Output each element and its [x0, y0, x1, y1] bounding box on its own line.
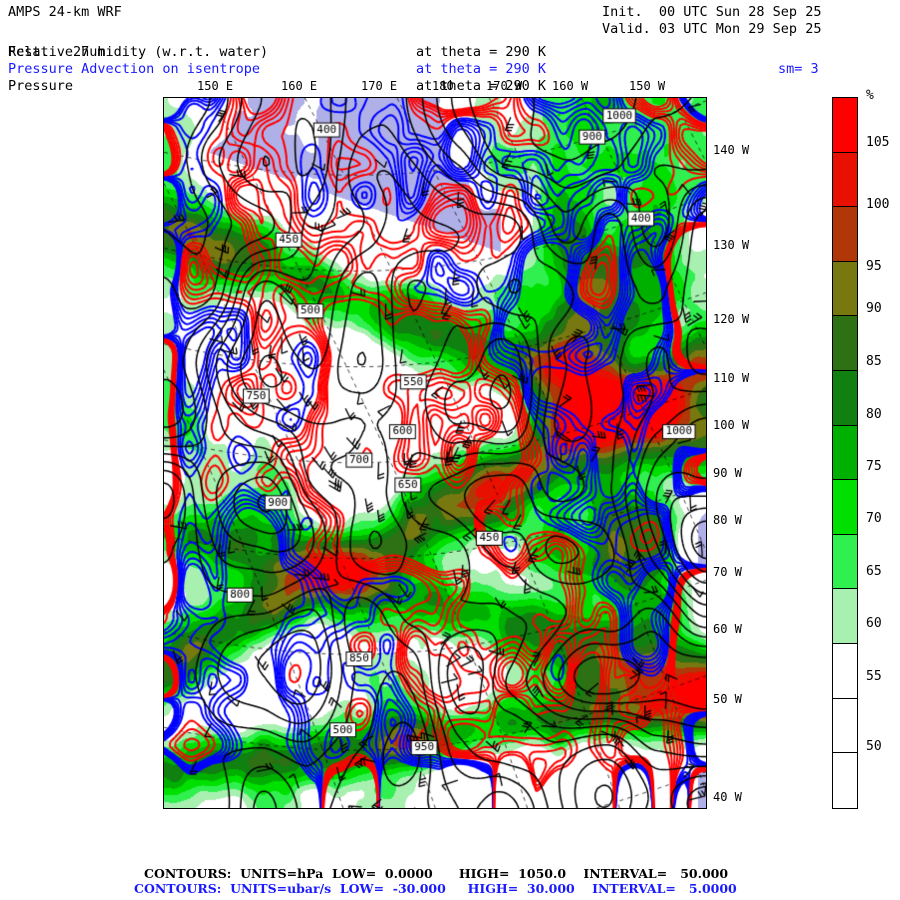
contour-info-pressure: CONTOURS: UNITS=hPa LOW= 0.0000 HIGH= 10…	[144, 866, 729, 881]
map-top-axis-label-5: 160 W	[552, 79, 589, 93]
map-right-axis-label-2: 120 W	[713, 312, 750, 326]
colorbar-segment-105-110	[833, 152, 857, 208]
valid-time: Valid. 03 UTC Mon 29 Sep 25	[602, 21, 822, 37]
smoothing-label: sm= 3	[778, 61, 819, 77]
map-right-axis-label-6: 80 W	[713, 513, 742, 527]
contour-info-advection: CONTOURS: UNITS=ubar/s LOW= -30.000 HIGH…	[134, 881, 737, 896]
forecast-hour: Fcst. 27 h	[8, 44, 106, 61]
colorbar-segment-65-70	[833, 589, 857, 645]
field2-theta: at theta = 290 K	[416, 61, 547, 77]
colorbar-segment-70-75	[833, 534, 857, 590]
colorbar-tick-85: 85	[866, 354, 882, 369]
map-top-axis-label-6: 150 W	[629, 79, 666, 93]
colorbar-tick-90: 90	[866, 301, 882, 316]
field1-label: Relative humidity (w.r.t. water)	[8, 44, 269, 60]
colorbar-tick-75: 75	[866, 459, 882, 474]
colorbar-tick-70: 70	[866, 511, 882, 526]
map-right-axis-label-10: 40 W	[713, 790, 742, 804]
forecast-hour-text: Fcst. 27 h	[8, 44, 106, 60]
colorbar-unit-label: %	[866, 88, 874, 103]
map-right-axis-label-8: 60 W	[713, 622, 742, 636]
colorbar-segment-90-95	[833, 316, 857, 372]
colorbar-segment-95-100	[833, 261, 857, 317]
init-time: Init. 00 UTC Sun 28 Sep 25	[602, 4, 822, 20]
colorbar-tick-60: 60	[866, 616, 882, 631]
field1-theta: at theta = 290 K	[416, 44, 547, 60]
map-right-axis-label-9: 50 W	[713, 692, 742, 706]
colorbar-segment-110-115	[833, 98, 857, 153]
colorbar-tick-50: 50	[866, 739, 882, 754]
init-valid-block: Init. 00 UTC Sun 28 Sep 25 Valid. 03 UTC …	[602, 4, 821, 38]
map-raster	[164, 98, 706, 808]
colorbar-segment-50-55	[833, 753, 857, 808]
field3-theta: at theta = 290 K	[416, 78, 547, 94]
colorbar-segment-55-60	[833, 698, 857, 754]
colorbar-tick-55: 55	[866, 669, 882, 684]
field3-label: Pressure	[8, 78, 74, 94]
colorbar-tick-105: 105	[866, 135, 890, 150]
map-top-axis-label-0: 150 E	[197, 79, 234, 93]
colorbar-segment-85-90	[833, 371, 857, 426]
map-right-axis-label-1: 130 W	[713, 238, 750, 252]
map-top-axis-label-2: 170 E	[361, 79, 398, 93]
colorbar-tick-100: 100	[866, 197, 890, 212]
map-plot-area[interactable]	[163, 97, 707, 809]
colorbar	[832, 97, 858, 809]
colorbar-segment-100-105	[833, 207, 857, 262]
colorbar-segment-60-65	[833, 644, 857, 699]
model-title: AMPS 24-km WRF	[8, 4, 122, 20]
map-right-axis-label-3: 110 W	[713, 371, 750, 385]
map-top-axis-label-3: 180	[432, 79, 454, 93]
map-right-axis-label-4: 100 W	[713, 418, 750, 432]
colorbar-tick-95: 95	[866, 259, 882, 274]
map-top-axis-label-1: 160 E	[281, 79, 318, 93]
colorbar-tick-65: 65	[866, 564, 882, 579]
colorbar-segment-80-85	[833, 425, 857, 481]
map-right-axis-label-7: 70 W	[713, 565, 742, 579]
map-top-axis-label-4: 170 W	[486, 79, 523, 93]
colorbar-segment-75-80	[833, 480, 857, 535]
field2-label: Pressure Advection on isentrope	[8, 61, 260, 77]
colorbar-tick-80: 80	[866, 407, 882, 422]
map-right-axis-label-5: 90 W	[713, 466, 742, 480]
map-right-axis-label-0: 140 W	[713, 143, 750, 157]
